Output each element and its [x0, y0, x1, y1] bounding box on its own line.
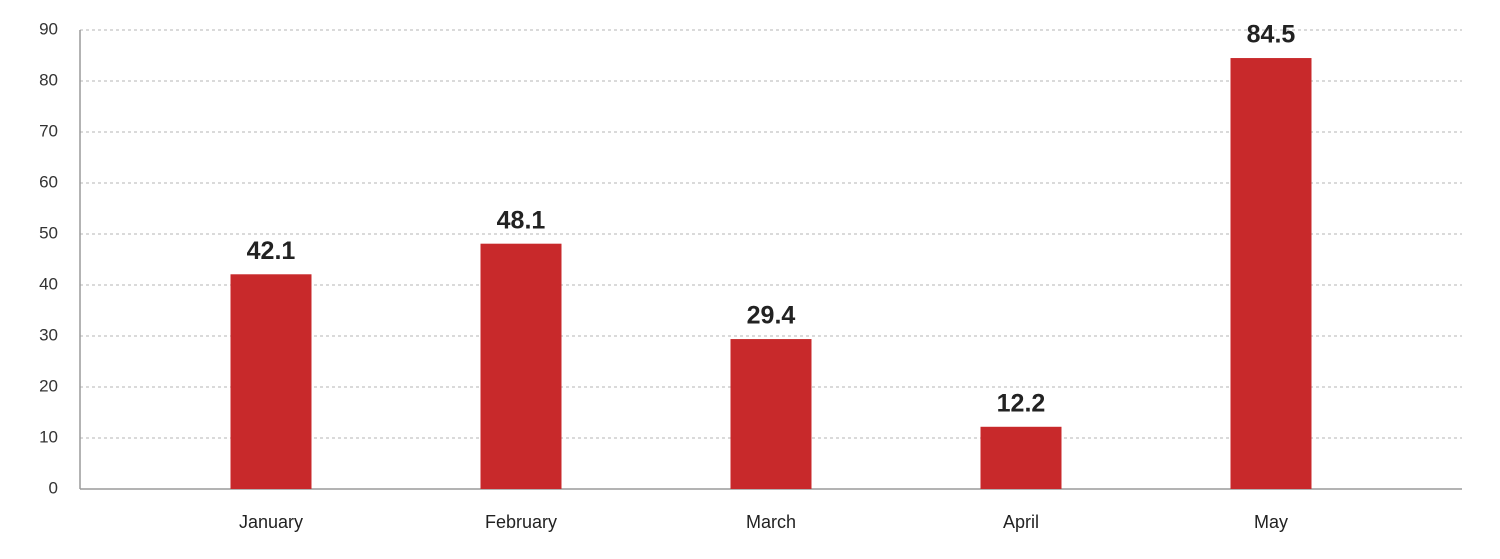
y-tick-label: 30	[39, 325, 58, 344]
y-tick-label: 40	[39, 274, 58, 293]
y-tick-label: 20	[39, 376, 58, 395]
y-tick-label: 50	[39, 223, 58, 242]
y-tick-label: 70	[39, 121, 58, 140]
value-label: 48.1	[497, 206, 546, 234]
bar	[480, 243, 562, 489]
y-tick-label: 0	[49, 478, 58, 497]
value-label: 84.5	[1247, 21, 1296, 49]
bar	[980, 426, 1062, 489]
x-tick-label: February	[485, 512, 557, 532]
x-tick-label: March	[746, 512, 796, 532]
y-tick-label: 80	[39, 70, 58, 89]
value-label: 29.4	[747, 302, 796, 330]
y-tick-label: 10	[39, 427, 58, 446]
x-tick-label: May	[1254, 512, 1288, 532]
value-label: 42.1	[247, 237, 296, 265]
y-tick-label: 60	[39, 172, 58, 191]
y-tick-label: 90	[39, 19, 58, 38]
bar	[730, 339, 812, 489]
x-tick-label: April	[1003, 512, 1039, 532]
bar	[1230, 58, 1312, 490]
value-label: 12.2	[997, 389, 1046, 417]
x-tick-label: January	[239, 512, 303, 532]
bar	[230, 274, 312, 489]
